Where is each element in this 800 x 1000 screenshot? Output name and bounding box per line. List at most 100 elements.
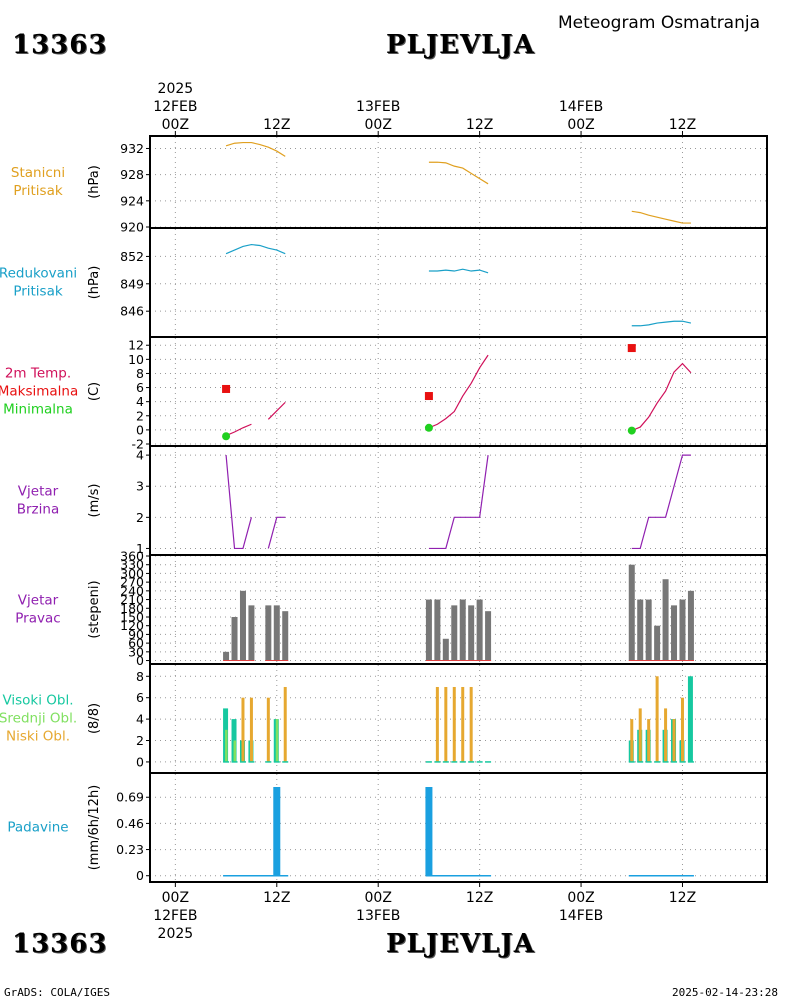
station-name-bottom: PLJEVLJA bbox=[386, 929, 535, 959]
y-axis-label: (8/8) bbox=[87, 703, 102, 734]
x-tick-label: 00Z bbox=[365, 117, 392, 133]
x-date-label: 14FEB bbox=[559, 99, 603, 115]
panel-label: Visoki Obl. bbox=[2, 693, 73, 709]
y-axis-label: (C) bbox=[87, 382, 102, 401]
low-cloud-bar bbox=[283, 686, 287, 762]
y-tick-label: 120 bbox=[120, 618, 144, 633]
y-tick-label: 0.69 bbox=[116, 790, 144, 805]
y-tick-label: 928 bbox=[120, 167, 144, 182]
series-line bbox=[428, 354, 489, 429]
panel-label: Redukovani bbox=[0, 266, 77, 282]
direction-bar bbox=[442, 638, 449, 661]
y-axis-label: (stepeni) bbox=[87, 580, 102, 638]
x-tick-label: 00Z bbox=[365, 890, 392, 906]
low-cloud-bar bbox=[241, 697, 245, 762]
panel-label: Stanicni bbox=[11, 165, 65, 181]
year-label: 2025 bbox=[158, 926, 194, 942]
series-line bbox=[631, 210, 691, 224]
y-tick-label: 849 bbox=[120, 276, 144, 291]
y-tick-label: 240 bbox=[120, 583, 144, 598]
x-tick-label: 12Z bbox=[263, 890, 290, 906]
timestamp: 2025-02-14-23:28 bbox=[672, 986, 778, 999]
product-title: Meteogram Osmatranja bbox=[558, 13, 761, 33]
direction-bar bbox=[434, 599, 441, 661]
panel-label: Vjetar bbox=[18, 593, 59, 609]
direction-bar bbox=[273, 605, 280, 661]
x-tick-label: 12Z bbox=[669, 117, 696, 133]
x-tick-label: 00Z bbox=[162, 890, 189, 906]
series-line bbox=[267, 516, 286, 549]
low-cloud-bar bbox=[452, 686, 456, 762]
panel-frame bbox=[149, 135, 768, 229]
direction-bar bbox=[628, 564, 635, 661]
panel-redukovani bbox=[146, 227, 768, 338]
direction-bar bbox=[459, 599, 466, 661]
y-tick-label: 2 bbox=[136, 408, 144, 423]
panel-label: 2m Temp. bbox=[5, 366, 71, 382]
direction-bar bbox=[645, 599, 652, 661]
series-line bbox=[225, 455, 253, 550]
x-tick-label: 12Z bbox=[263, 117, 290, 133]
y-tick-label: 1 bbox=[136, 541, 144, 556]
tmax-point bbox=[627, 344, 636, 353]
x-tick-label: 12Z bbox=[669, 890, 696, 906]
panel-label: Padavine bbox=[7, 820, 68, 836]
y-tick-label: 150 bbox=[120, 609, 144, 624]
mid-cloud-bar bbox=[233, 740, 237, 762]
low-cloud-bar bbox=[435, 686, 439, 762]
series-line bbox=[225, 243, 286, 255]
y-tick-label: 0 bbox=[136, 422, 144, 437]
direction-bar bbox=[425, 599, 432, 661]
year-label: 2025 bbox=[158, 81, 194, 97]
y-tick-label: -2 bbox=[132, 437, 144, 452]
y-axis-label: (hPa) bbox=[87, 165, 102, 199]
direction-bar bbox=[687, 590, 694, 661]
y-tick-label: 8 bbox=[136, 366, 144, 381]
x-date-label: 13FEB bbox=[356, 908, 400, 924]
y-tick-label: 330 bbox=[120, 557, 144, 572]
y-tick-label: 0.46 bbox=[116, 816, 144, 831]
y-tick-label: 0 bbox=[136, 653, 144, 668]
direction-bar bbox=[637, 599, 644, 661]
y-tick-label: 360 bbox=[120, 549, 144, 564]
x-date-label: 13FEB bbox=[356, 99, 400, 115]
y-tick-label: 300 bbox=[120, 566, 144, 581]
panel-vjetar bbox=[146, 445, 768, 556]
panel-stanicni bbox=[146, 135, 768, 229]
low-cloud-bar bbox=[444, 686, 448, 762]
direction-bar bbox=[679, 599, 686, 661]
y-tick-label: 846 bbox=[120, 304, 144, 319]
panel-frame bbox=[149, 336, 768, 447]
y-tick-label: 4 bbox=[136, 448, 144, 463]
panel-label: Brzina bbox=[17, 502, 59, 518]
x-date-label: 12FEB bbox=[153, 99, 197, 115]
y-tick-label: 6 bbox=[136, 380, 144, 395]
low-cloud-bar bbox=[647, 719, 651, 762]
y-tick-label: 270 bbox=[120, 575, 144, 590]
panel-label: Vjetar bbox=[18, 484, 59, 500]
y-tick-label: 0.23 bbox=[116, 842, 144, 857]
panel-frame bbox=[149, 772, 768, 883]
direction-bar bbox=[231, 616, 238, 661]
tmin-point bbox=[424, 423, 433, 432]
y-tick-label: 6 bbox=[136, 690, 144, 705]
direction-bar bbox=[451, 605, 458, 661]
x-date-label: 12FEB bbox=[153, 908, 197, 924]
y-tick-label: 852 bbox=[120, 249, 144, 264]
low-cloud-bar bbox=[680, 697, 684, 762]
station-name: PLJEVLJA bbox=[386, 30, 535, 60]
y-tick-label: 90 bbox=[128, 627, 144, 642]
x-tick-label: 00Z bbox=[162, 117, 189, 133]
direction-bar bbox=[282, 611, 289, 661]
y-axis-label: (mm/6h/12h) bbox=[87, 785, 102, 871]
direction-bar bbox=[654, 625, 661, 661]
x-tick-label: 12Z bbox=[466, 117, 493, 133]
direction-bar bbox=[265, 605, 272, 661]
series-line bbox=[225, 423, 252, 437]
direction-bar bbox=[223, 651, 230, 661]
precip-bar bbox=[425, 787, 433, 876]
y-tick-label: 2 bbox=[136, 510, 144, 525]
y-tick-label: 60 bbox=[128, 636, 144, 651]
y-tick-label: 210 bbox=[120, 592, 144, 607]
